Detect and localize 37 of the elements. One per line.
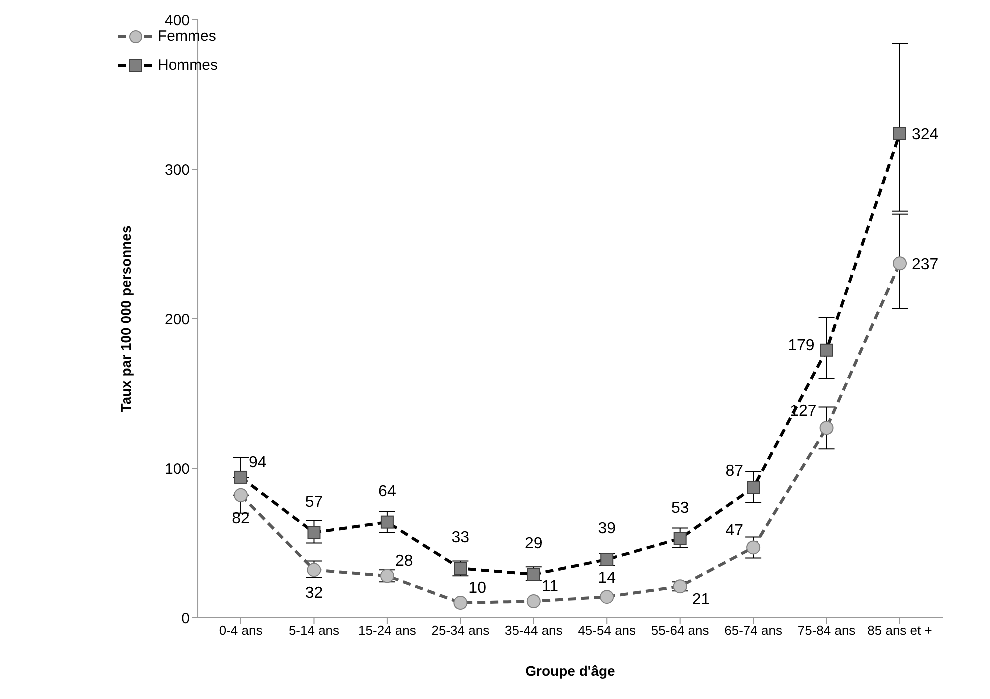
x-tick-label: 55-64 ans: [651, 623, 710, 638]
data-label: 47: [726, 522, 744, 540]
data-label: 39: [598, 520, 616, 538]
data-label: 32: [305, 585, 324, 602]
y-axis-title: Taux par 100 000 personnes: [118, 226, 134, 412]
y-tick-label: 100: [164, 460, 190, 478]
data-label: 94: [249, 454, 267, 472]
data-label: 14: [598, 570, 616, 588]
y-tick-label: 200: [164, 311, 190, 328]
data-label: 28: [395, 553, 414, 570]
x-tick-label: 0-4 ans: [219, 623, 264, 638]
x-tick-label: 85 ans et +: [868, 623, 932, 638]
x-tick-label: 25-34 ans: [432, 623, 490, 638]
data-label: 10: [468, 580, 487, 598]
data-label: 179: [788, 337, 815, 354]
y-tick-label: 400: [164, 12, 190, 30]
legend-label: Femmes: [158, 28, 216, 45]
data-label: 33: [452, 530, 470, 547]
x-tick-label: 45-54 ans: [578, 623, 637, 638]
data-label: 29: [525, 536, 543, 553]
legend-label: Hommes: [158, 57, 218, 74]
y-tick-label: 300: [164, 162, 190, 179]
x-tick-label: 75-84 ans: [798, 623, 856, 638]
data-label: 237: [912, 256, 939, 274]
data-label: 87: [726, 462, 744, 480]
y-tick-label: 0: [182, 610, 190, 628]
x-tick-label: 35-44 ans: [504, 623, 564, 638]
data-label: 57: [305, 494, 324, 511]
x-tick-label: 5-14 ans: [288, 623, 340, 638]
data-label: 11: [542, 578, 559, 596]
data-label: 64: [378, 483, 396, 500]
data-label: 53: [671, 500, 690, 517]
data-label: 21: [692, 592, 710, 609]
data-label: 324: [912, 126, 939, 144]
x-tick-label: 65-74 ans: [724, 623, 783, 638]
x-axis-title: Groupe d'âge: [526, 663, 616, 679]
x-tick-label: 15-24 ans: [358, 623, 417, 638]
